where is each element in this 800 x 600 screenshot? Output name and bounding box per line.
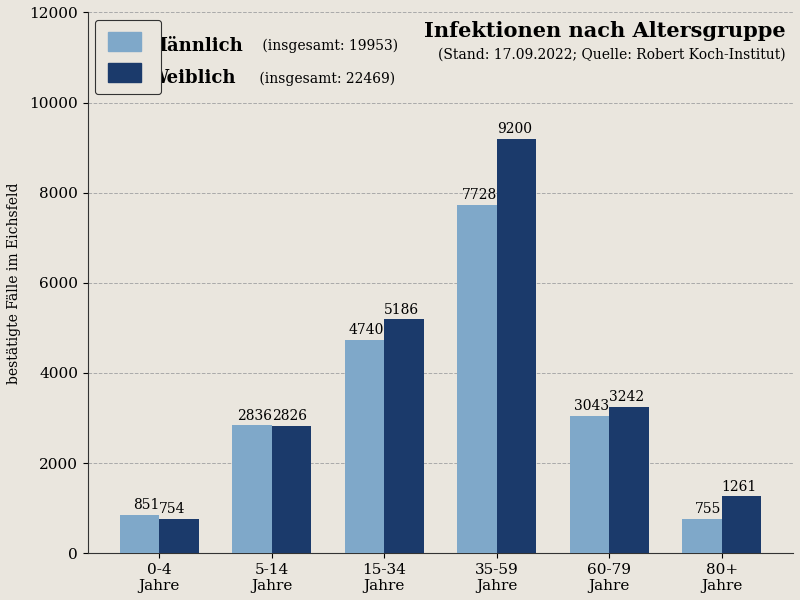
Text: (insgesamt: 22469): (insgesamt: 22469) <box>255 71 395 86</box>
Y-axis label: bestätigte Fälle im Eichsfeld: bestätigte Fälle im Eichsfeld <box>7 182 21 383</box>
Text: (insgesamt: 19953): (insgesamt: 19953) <box>258 39 398 53</box>
Bar <box>722 496 761 553</box>
Text: 9200: 9200 <box>497 122 532 136</box>
Bar <box>497 139 536 553</box>
Text: (Stand: 17.09.2022; Quelle: Robert Koch-Institut): (Stand: 17.09.2022; Quelle: Robert Koch-… <box>438 47 786 62</box>
Text: 7728: 7728 <box>462 188 497 202</box>
Text: 3043: 3043 <box>574 400 609 413</box>
Bar <box>458 205 497 553</box>
Text: 754: 754 <box>159 502 186 517</box>
Bar <box>232 425 272 553</box>
Text: 2836: 2836 <box>237 409 272 422</box>
Text: 851: 851 <box>133 498 159 512</box>
Text: Infektionen nach Altersgruppe: Infektionen nach Altersgruppe <box>424 20 786 41</box>
Bar <box>120 515 159 553</box>
Bar <box>272 426 311 553</box>
Bar <box>609 407 649 553</box>
Text: 1261: 1261 <box>722 479 757 494</box>
Text: 755: 755 <box>695 502 722 517</box>
Bar <box>682 519 722 553</box>
Text: Männlich: Männlich <box>148 37 243 55</box>
Text: 2826: 2826 <box>272 409 306 423</box>
Bar <box>345 340 384 553</box>
Text: Weiblich: Weiblich <box>148 70 235 88</box>
Bar <box>384 319 423 553</box>
Text: 5186: 5186 <box>384 303 419 317</box>
Text: 4740: 4740 <box>349 323 384 337</box>
Legend: , : , <box>95 20 161 94</box>
Bar <box>159 519 198 553</box>
Bar <box>570 416 609 553</box>
Text: 3242: 3242 <box>609 391 644 404</box>
